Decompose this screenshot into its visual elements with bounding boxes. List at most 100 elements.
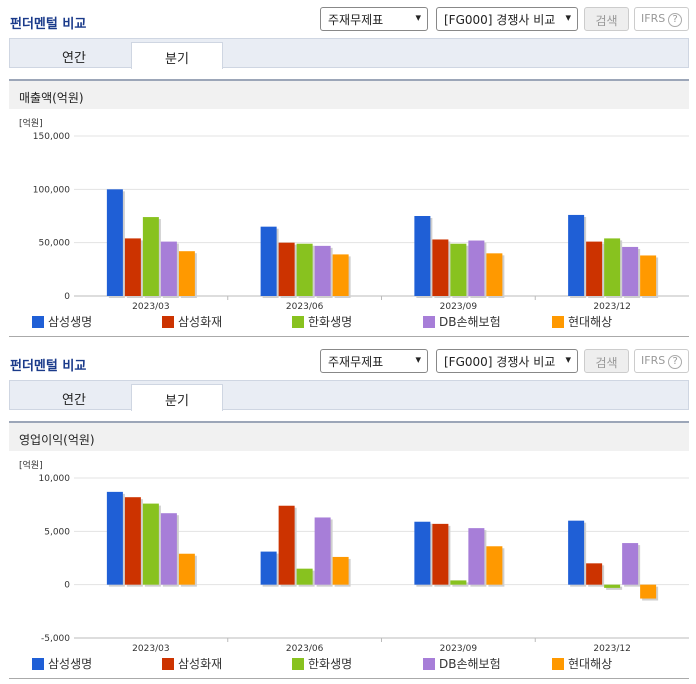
chart-subtitle: 영업이익(억원) [9, 421, 689, 451]
legend-label: 삼성생명 [48, 657, 93, 671]
tab-annual[interactable]: 연간 [62, 51, 86, 66]
peer-select-value: [FG000] 경쟁사 비교 [444, 355, 556, 369]
legend-item[interactable]: 삼성화재 [162, 313, 223, 329]
unit-label: [억원] [19, 117, 43, 129]
x-tick-label: 2023/09 [440, 644, 478, 654]
bar[interactable] [622, 246, 639, 296]
bar[interactable] [332, 556, 349, 585]
chart-subtitle: 매출액(억원) [9, 79, 689, 109]
legend-label: 현대해상 [568, 657, 613, 671]
bar[interactable] [142, 217, 159, 296]
bar[interactable] [604, 584, 621, 588]
bar[interactable] [622, 543, 639, 585]
peer-select[interactable]: [FG000] 경쟁사 비교 ▾ [436, 349, 578, 373]
bar[interactable] [278, 505, 295, 585]
bar[interactable] [124, 497, 141, 585]
legend-swatch [162, 658, 174, 670]
y-tick-label: 0 [64, 292, 70, 302]
bar[interactable] [486, 253, 503, 296]
legend-label: 삼성화재 [178, 315, 223, 329]
bar[interactable] [260, 551, 277, 585]
x-tick-label: 2023/03 [132, 644, 169, 654]
operating-income-chart: [억원] -5,000 0 5,000 10,000 2023/03 2023/06 2023… [9, 454, 689, 674]
help-icon[interactable]: ? [668, 355, 683, 369]
bar[interactable] [106, 491, 123, 585]
bar[interactable] [296, 243, 313, 296]
bar[interactable] [314, 517, 331, 585]
legend-item[interactable]: 삼성생명 [32, 655, 93, 671]
x-tick-label: 2023/06 [286, 644, 324, 654]
bar[interactable] [142, 503, 159, 585]
chart-legend: 삼성생명 삼성화재 한화생명 DB손해보험 현대해상 [0, 655, 696, 671]
y-tick-label: 100,000 [33, 185, 70, 195]
panel-divider [9, 336, 689, 337]
bar[interactable] [178, 251, 195, 296]
panel-header: 펀더멘털 비교 주재무제표 ▾ [FG000] 경쟁사 비교 ▾ 검색 IFRS? [0, 342, 696, 380]
chevron-down-icon: ▾ [415, 11, 421, 24]
tab-quarterly[interactable]: 분기 [131, 42, 223, 69]
ifrs-label: IFRS [641, 12, 666, 25]
bar[interactable] [450, 243, 467, 296]
y-tick-label: -5,000 [41, 634, 70, 644]
unit-label: [억원] [19, 459, 43, 471]
search-button[interactable]: 검색 [584, 7, 629, 31]
bar[interactable] [486, 546, 503, 585]
bar[interactable] [468, 240, 485, 296]
bar[interactable] [468, 528, 485, 585]
statement-select-value: 주재무제표 [328, 355, 384, 369]
bar[interactable] [296, 568, 313, 585]
bar[interactable] [450, 580, 467, 585]
y-tick-label: 150,000 [33, 132, 70, 142]
legend-item[interactable]: 삼성생명 [32, 313, 92, 329]
tab-annual[interactable]: 연간 [62, 393, 86, 408]
ifrs-button[interactable]: IFRS? [634, 349, 689, 373]
bar[interactable] [640, 255, 657, 296]
bar[interactable] [604, 238, 621, 296]
legend-label: 한화생명 [308, 315, 353, 329]
legend-item[interactable]: 현대해상 [552, 313, 612, 329]
bar[interactable] [432, 523, 449, 585]
statement-select[interactable]: 주재무제표 ▾ [320, 349, 428, 373]
legend-item[interactable]: 한화생명 [292, 313, 353, 329]
search-button[interactable]: 검색 [584, 349, 629, 373]
legend-label: 한화생명 [308, 657, 353, 671]
legend-item[interactable]: 삼성화재 [162, 655, 223, 671]
x-tick-label: 2023/09 [440, 302, 478, 312]
bar[interactable] [568, 214, 585, 296]
legend-item[interactable]: 현대해상 [552, 655, 613, 671]
fundamental-panel-revenue: 펀더멘털 비교 주재무제표 ▾ [FG000] 경쟁사 비교 ▾ 검색 IFRS? … [0, 0, 696, 337]
bar[interactable] [332, 254, 349, 296]
bar[interactable] [640, 584, 657, 599]
bar[interactable] [124, 238, 141, 296]
chevron-down-icon: ▾ [565, 353, 571, 366]
bar[interactable] [586, 563, 603, 585]
legend-swatch [423, 658, 435, 670]
bar[interactable] [278, 242, 295, 296]
legend-item[interactable]: 한화생명 [292, 655, 353, 671]
chart-legend: 삼성생명 삼성화재 한화생명 DB손해보험 현대해상 [0, 313, 696, 329]
bar[interactable] [160, 241, 177, 296]
ifrs-button[interactable]: IFRS? [634, 7, 689, 31]
panel-header: 펀더멘털 비교 주재무제표 ▾ [FG000] 경쟁사 비교 ▾ 검색 IFRS? [0, 0, 696, 38]
bar[interactable] [260, 226, 277, 296]
tab-quarterly[interactable]: 분기 [131, 384, 223, 411]
bar[interactable] [586, 241, 603, 296]
legend-label: DB손해보험 [439, 315, 501, 329]
bar[interactable] [160, 513, 177, 585]
statement-select[interactable]: 주재무제표 ▾ [320, 7, 428, 31]
bar[interactable] [568, 520, 585, 585]
help-icon[interactable]: ? [668, 13, 683, 27]
x-tick-label: 2023/12 [593, 644, 630, 654]
bar[interactable] [414, 521, 431, 585]
bar[interactable] [178, 553, 195, 585]
y-tick-label: 5,000 [44, 527, 70, 537]
legend-item[interactable]: DB손해보험 [423, 313, 501, 329]
bar[interactable] [106, 189, 123, 296]
legend-label: 삼성화재 [178, 657, 223, 671]
legend-item[interactable]: DB손해보험 [423, 655, 501, 671]
bar[interactable] [414, 216, 431, 296]
bar[interactable] [432, 239, 449, 296]
bar[interactable] [314, 245, 331, 296]
peer-select[interactable]: [FG000] 경쟁사 비교 ▾ [436, 7, 578, 31]
chevron-down-icon: ▾ [415, 353, 421, 366]
